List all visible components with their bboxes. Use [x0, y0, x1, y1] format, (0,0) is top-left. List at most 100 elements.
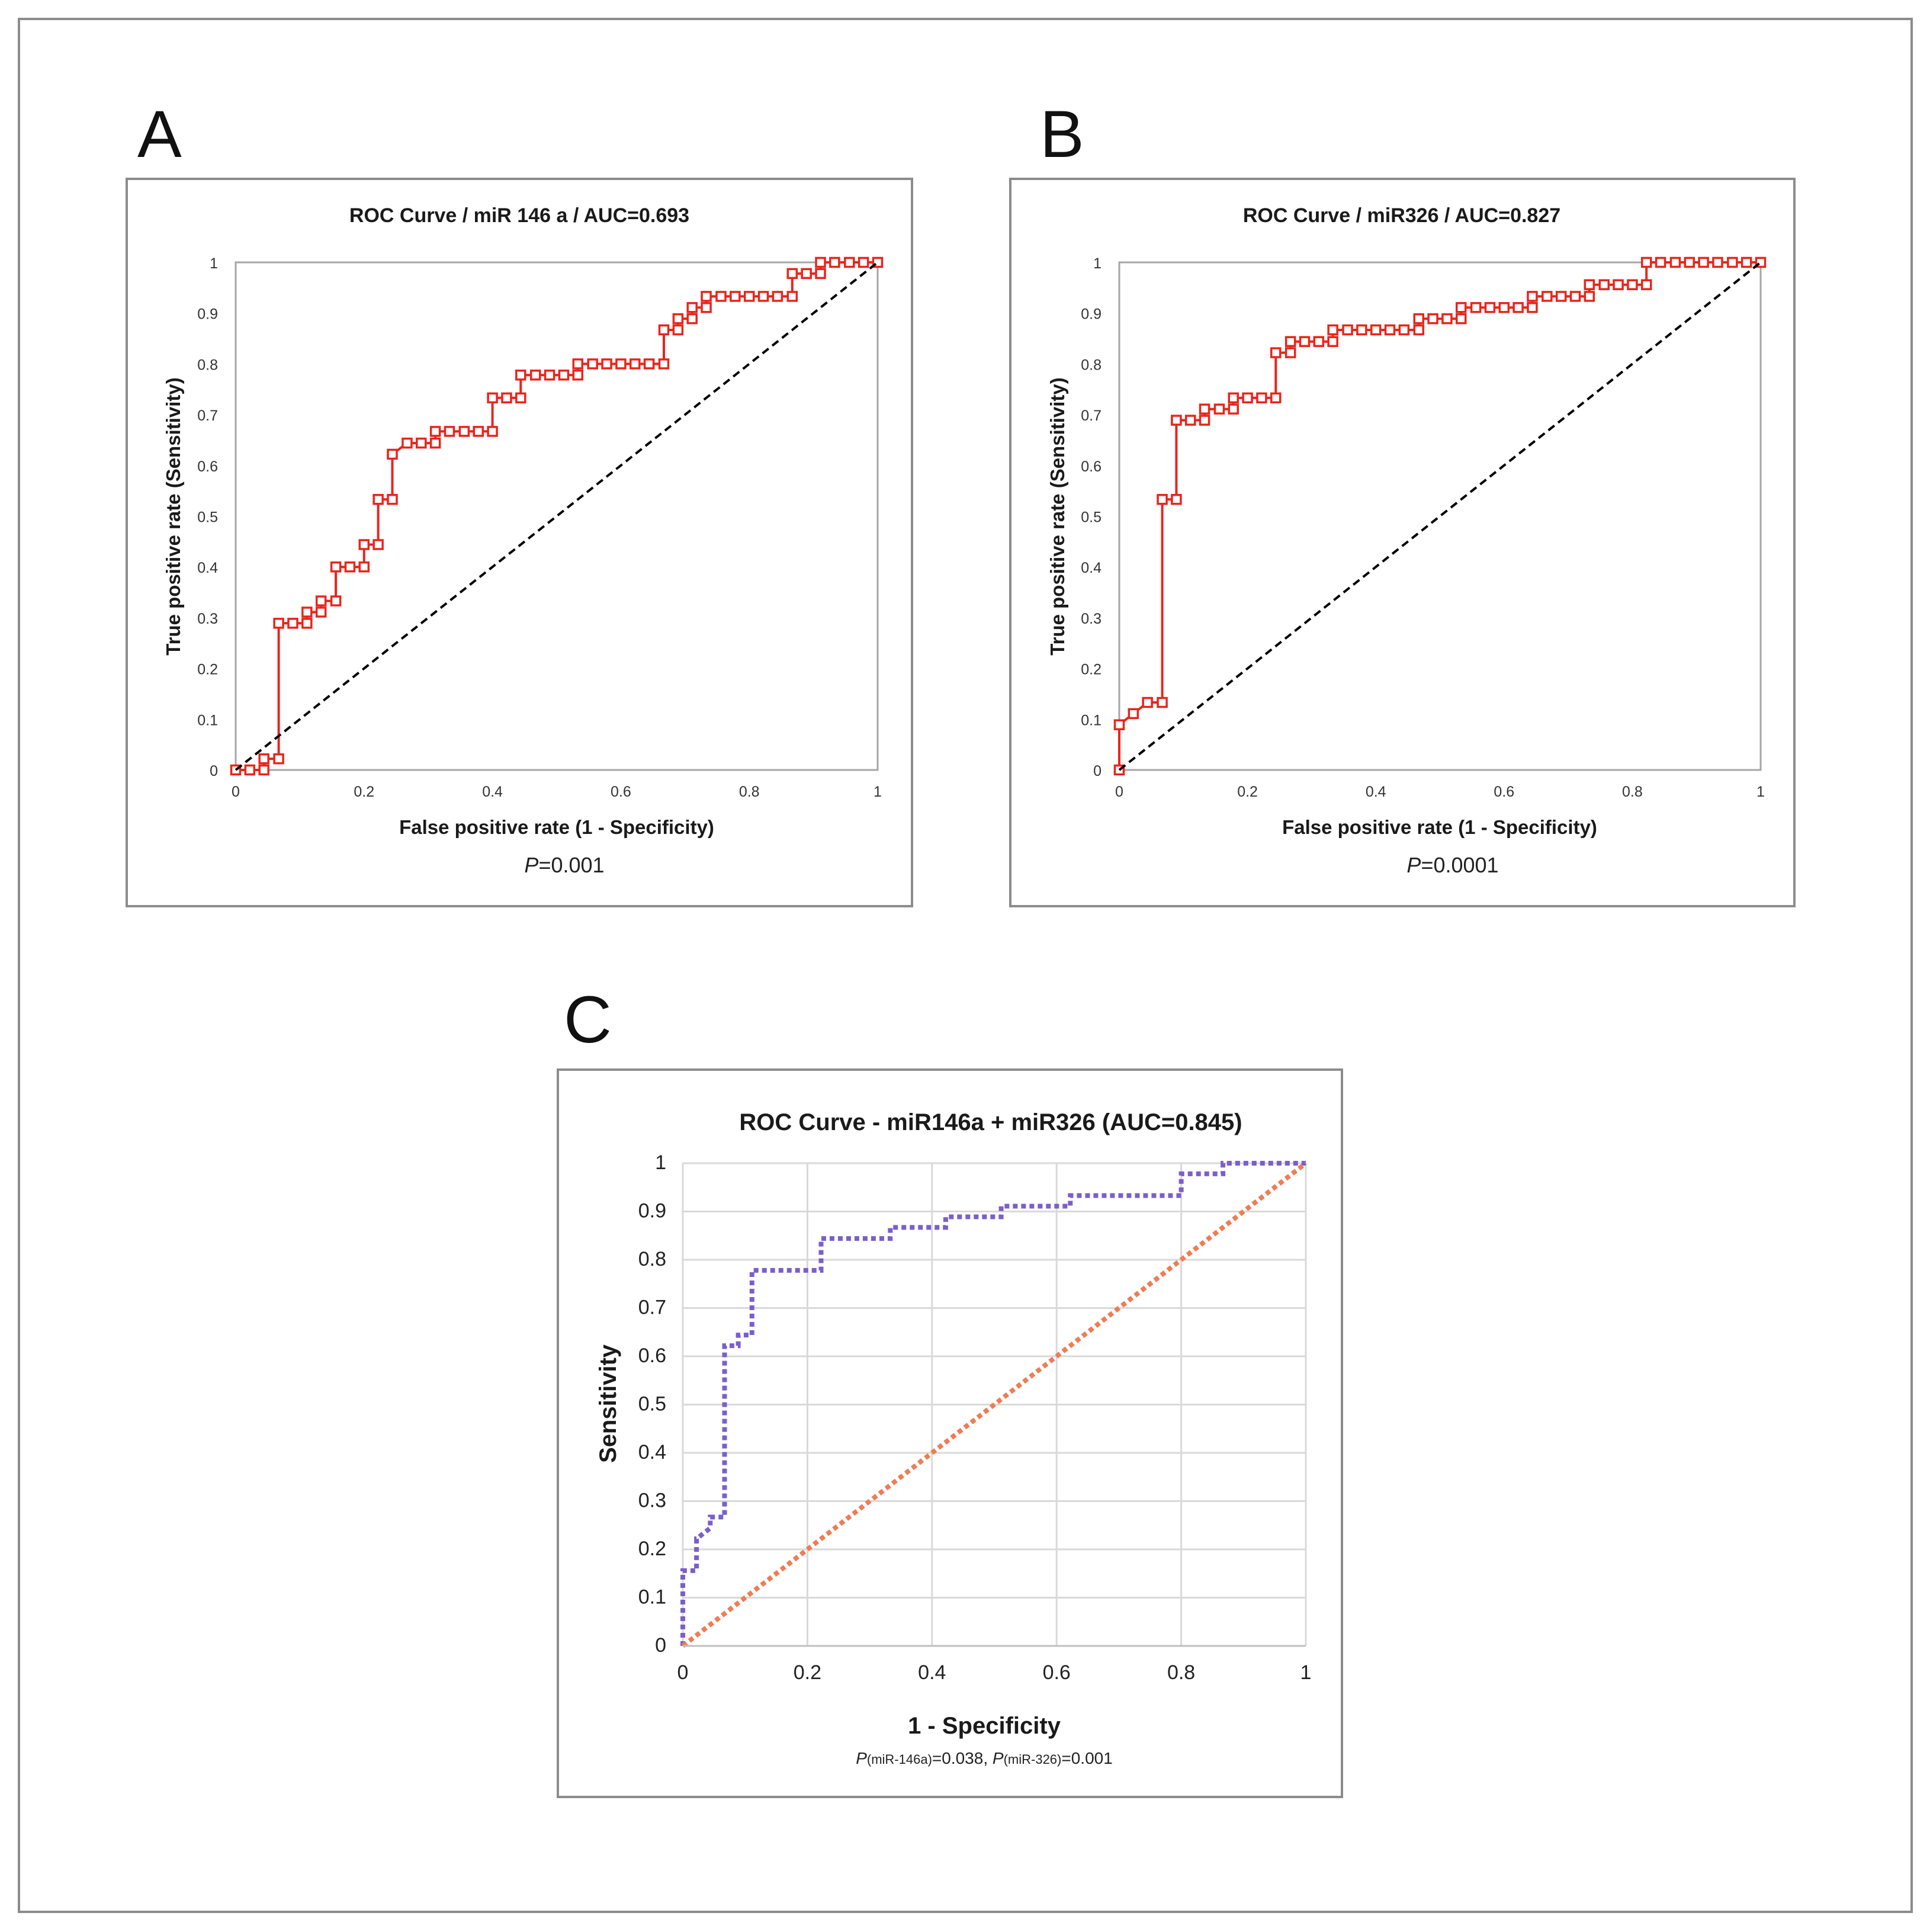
panel-a-y-tick-7: 0.7 [197, 407, 218, 424]
panel-b-y-tick-0: 0 [1093, 763, 1102, 779]
panel-b-series-0-point-6 [1171, 493, 1182, 505]
panel-a-series-0-point-5 [273, 618, 284, 629]
panel-a-x-tick-4: 0.8 [739, 784, 760, 800]
panel-a-series-0-point-49 [701, 291, 712, 302]
panel-a-series-0-point-48 [701, 302, 712, 313]
panel-a-series-0-point-3 [258, 753, 269, 765]
panel-c-x-tick-3: 0.6 [1043, 1661, 1071, 1684]
panel-b-y-axis-label: True positive rate (Sensitivity) [1046, 377, 1068, 655]
panel-a-series-0-point-44 [672, 324, 684, 336]
panel-a-plot-area [235, 261, 879, 771]
panel-a-box [126, 178, 913, 907]
panel-a-x-tick-3: 0.6 [611, 784, 631, 800]
panel-c-x-tick-2: 0.4 [918, 1661, 946, 1684]
panel-a-y-tick-6: 0.6 [197, 458, 218, 475]
panel-a-series-0-point-54 [772, 291, 783, 302]
panel-a-series-0-point-61 [844, 256, 855, 268]
panel-c-p-part-3: P [993, 1749, 1004, 1767]
panel-a-series-0-point-21 [416, 437, 427, 449]
panel-a-series-0-point-25 [458, 426, 470, 437]
panel-b: B ROC Curve / miR326 / AUC=0.827 0 0.2 0.4… [1009, 97, 1796, 907]
panel-a-series-0-point-14 [358, 561, 370, 573]
panel-a-series-0-point-26 [473, 426, 484, 437]
panel-b-series-layer [1113, 256, 1767, 776]
panel-a-series-0-point-56 [786, 268, 798, 280]
panel-b-series-0-point-47 [1613, 279, 1624, 290]
panel-b-series-0-point-55 [1712, 256, 1723, 268]
panel-a-series-0-point-30 [515, 392, 526, 404]
panel-b-series-0-point-52 [1669, 256, 1681, 268]
panel-b-series-0-point-17 [1270, 347, 1282, 358]
panel-a-series-0-point-6 [287, 618, 298, 629]
panel-a-series-0-point-37 [587, 358, 598, 370]
panel-c-x-tick-0: 0 [677, 1661, 689, 1684]
panel-b-y-tick-10: 1 [1093, 255, 1102, 272]
panel-a-series-0-point-35 [572, 370, 584, 381]
outer-frame [18, 18, 1913, 1913]
panel-a-series-0-point-22 [429, 437, 441, 449]
panel-b-series-0-point-4 [1157, 697, 1168, 708]
panel-b-x-ticks: 0 0.2 0.4 0.6 0.8 1 [1115, 784, 1765, 800]
panel-c-series-0-line [680, 1161, 1306, 1646]
panel-b-series-0-point-9 [1199, 415, 1210, 426]
panel-b-series-0-point-10 [1199, 403, 1210, 415]
panel-a: A ROC Curve / miR 146 a / AUC=0.693 0 0.2… [126, 97, 913, 907]
panel-b-series-0-point-8 [1184, 415, 1196, 426]
panel-c-y-axis-label: Sensitivity [595, 1344, 621, 1463]
panel-c-y-tick-10: 1 [655, 1151, 666, 1174]
panel-c-y-tick-6: 0.6 [638, 1344, 666, 1367]
panel-c-y-tick-1: 0.1 [638, 1586, 666, 1609]
panel-a-series-0-point-58 [815, 268, 826, 280]
panel-a-series-0-point-50 [715, 291, 727, 302]
panel-a-y-tick-0: 0 [210, 763, 218, 779]
panel-b-x-tick-5: 1 [1756, 784, 1765, 800]
panel-b-series-0-point-36 [1484, 302, 1496, 313]
panel-c-p-part-2: =0.038, [932, 1749, 993, 1767]
panel-a-series-0-point-1 [244, 764, 256, 776]
panel-b-series-0-point-21 [1313, 336, 1325, 347]
panel-c-y-tick-9: 0.9 [638, 1200, 666, 1222]
panel-b-title: ROC Curve / miR326 / AUC=0.827 [1243, 204, 1560, 227]
panel-a-series-0-point-38 [601, 358, 612, 370]
panel-b-series-0-point-12 [1228, 403, 1239, 415]
panel-b-series-0-point-18 [1284, 347, 1296, 358]
panel-b-y-tick-9: 0.9 [1081, 306, 1102, 323]
panel-a-series-0-point-39 [615, 358, 627, 370]
panel-b-box [1009, 178, 1796, 907]
panel-a-series-0-point-20 [402, 437, 413, 449]
panel-c-x-tick-1: 0.2 [794, 1661, 821, 1684]
panel-b-series-0-point-56 [1727, 256, 1738, 268]
panel-b-series-0-point-53 [1684, 256, 1695, 268]
panel-a-p-value: P=0.001 [524, 853, 604, 877]
panel-a-series-0-point-18 [387, 493, 398, 505]
panel-b-y-ticks: 0 0.1 0.2 0.3 0.4 0.5 0.6 0.7 0.8 0.9 1 [1081, 255, 1102, 779]
panel-a-y-ticks: 0 0.1 0.2 0.3 0.4 0.5 0.6 0.7 0.8 0.9 1 [197, 255, 218, 779]
panel-c-x-ticks: 0 0.2 0.4 0.6 0.8 1 [677, 1661, 1312, 1684]
panel-b-x-axis-label: False positive rate (1 - Specificity) [1282, 816, 1597, 838]
panel-b-series-0-point-5 [1157, 493, 1168, 505]
panel-a-series-0-point-51 [730, 291, 741, 302]
panel-c-p-part-5: =0.001 [1061, 1749, 1112, 1767]
panel-b-series-0-point-48 [1627, 279, 1638, 290]
panel-a-title: ROC Curve / miR 146 a / AUC=0.693 [349, 204, 689, 227]
panel-b-series-0-point-14 [1242, 392, 1253, 404]
panel-b-series-0-point-50 [1640, 256, 1652, 268]
panel-c-y-ticks: 0 0.1 0.2 0.3 0.4 0.5 0.6 0.7 0.8 0.9 1 [638, 1151, 666, 1657]
panel-a-series-layer [230, 256, 884, 776]
panel-b-series-0-point-33 [1455, 313, 1467, 325]
panel-a-series-0-point-4 [273, 753, 284, 765]
panel-a-x-axis-label: False positive rate (1 - Specificity) [399, 816, 714, 838]
panel-b-series-0-point-29 [1413, 324, 1425, 336]
panel-a-series-0-point-12 [330, 561, 342, 573]
panel-a-series-0-point-32 [529, 370, 541, 381]
panel-c-box [557, 1068, 1343, 1798]
panel-c-y-tick-4: 0.4 [638, 1441, 666, 1464]
panel-c-y-tick-8: 0.8 [638, 1248, 666, 1270]
panel-b-series-0-point-38 [1512, 302, 1524, 313]
panel-a-series-0-point-36 [572, 358, 584, 370]
panel-a-series-0-point-9 [315, 606, 327, 618]
panel-b-p-text: =0.0001 [1421, 853, 1498, 877]
panel-b-y-tick-1: 0.1 [1081, 712, 1102, 728]
panel-a-y-axis-label: True positive rate (Sensitivity) [162, 377, 184, 655]
